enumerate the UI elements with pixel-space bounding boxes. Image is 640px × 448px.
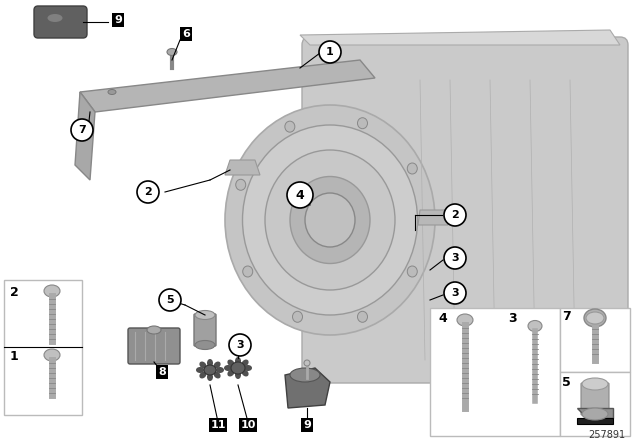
FancyBboxPatch shape bbox=[128, 328, 180, 364]
Ellipse shape bbox=[358, 118, 367, 129]
Text: 7: 7 bbox=[562, 310, 571, 323]
FancyBboxPatch shape bbox=[430, 308, 560, 436]
FancyBboxPatch shape bbox=[560, 308, 630, 372]
Text: 5: 5 bbox=[562, 376, 571, 389]
Ellipse shape bbox=[243, 266, 253, 277]
Text: 6: 6 bbox=[182, 29, 190, 39]
Text: 3: 3 bbox=[508, 312, 516, 325]
Ellipse shape bbox=[227, 359, 234, 366]
Text: 5: 5 bbox=[166, 295, 174, 305]
Polygon shape bbox=[225, 160, 260, 175]
Text: 3: 3 bbox=[236, 340, 244, 350]
Ellipse shape bbox=[224, 365, 232, 371]
Ellipse shape bbox=[47, 14, 63, 22]
Ellipse shape bbox=[584, 309, 606, 327]
Ellipse shape bbox=[216, 367, 224, 373]
Ellipse shape bbox=[292, 311, 303, 322]
FancyBboxPatch shape bbox=[302, 37, 628, 383]
Ellipse shape bbox=[200, 362, 207, 369]
FancyBboxPatch shape bbox=[34, 6, 87, 38]
Ellipse shape bbox=[108, 90, 116, 95]
Ellipse shape bbox=[407, 163, 417, 174]
FancyBboxPatch shape bbox=[581, 383, 609, 415]
Circle shape bbox=[319, 41, 341, 63]
Ellipse shape bbox=[586, 312, 604, 324]
Ellipse shape bbox=[358, 311, 367, 322]
Text: 8: 8 bbox=[158, 367, 166, 377]
Text: 257891: 257891 bbox=[588, 430, 625, 440]
Ellipse shape bbox=[195, 340, 215, 349]
Ellipse shape bbox=[214, 371, 221, 379]
Ellipse shape bbox=[528, 320, 542, 332]
Ellipse shape bbox=[304, 360, 310, 366]
Ellipse shape bbox=[582, 378, 608, 390]
Ellipse shape bbox=[227, 370, 234, 376]
Ellipse shape bbox=[207, 373, 213, 381]
Circle shape bbox=[444, 282, 466, 304]
Circle shape bbox=[71, 119, 93, 141]
Ellipse shape bbox=[241, 359, 248, 366]
Text: 4: 4 bbox=[296, 189, 305, 202]
Polygon shape bbox=[577, 418, 613, 424]
Text: 2: 2 bbox=[144, 187, 152, 197]
Ellipse shape bbox=[290, 368, 320, 382]
Text: 10: 10 bbox=[240, 420, 256, 430]
Ellipse shape bbox=[200, 371, 207, 379]
Circle shape bbox=[159, 289, 181, 311]
Ellipse shape bbox=[244, 365, 252, 371]
FancyBboxPatch shape bbox=[560, 372, 630, 436]
Ellipse shape bbox=[204, 365, 216, 375]
Polygon shape bbox=[300, 30, 620, 45]
Ellipse shape bbox=[44, 349, 60, 361]
Text: 2: 2 bbox=[10, 286, 19, 299]
Ellipse shape bbox=[147, 326, 161, 334]
Ellipse shape bbox=[582, 408, 608, 420]
Ellipse shape bbox=[235, 371, 241, 379]
Text: 3: 3 bbox=[451, 253, 459, 263]
Text: 2: 2 bbox=[451, 210, 459, 220]
Ellipse shape bbox=[241, 370, 248, 376]
Ellipse shape bbox=[457, 314, 473, 326]
Text: 7: 7 bbox=[78, 125, 86, 135]
Ellipse shape bbox=[231, 362, 245, 374]
Polygon shape bbox=[80, 60, 375, 112]
Polygon shape bbox=[75, 92, 95, 180]
Text: 9: 9 bbox=[303, 420, 311, 430]
Circle shape bbox=[444, 204, 466, 226]
Circle shape bbox=[137, 181, 159, 203]
Text: 9: 9 bbox=[114, 15, 122, 25]
Polygon shape bbox=[577, 408, 613, 418]
Polygon shape bbox=[418, 210, 448, 225]
Ellipse shape bbox=[407, 266, 417, 277]
Text: 4: 4 bbox=[438, 312, 447, 325]
Ellipse shape bbox=[243, 125, 417, 315]
Circle shape bbox=[229, 334, 251, 356]
Circle shape bbox=[287, 182, 313, 208]
Text: 11: 11 bbox=[211, 420, 226, 430]
Text: 3: 3 bbox=[451, 288, 459, 298]
Ellipse shape bbox=[225, 105, 435, 335]
Text: 1: 1 bbox=[10, 350, 19, 363]
Ellipse shape bbox=[44, 285, 60, 297]
Ellipse shape bbox=[305, 193, 355, 247]
FancyBboxPatch shape bbox=[194, 314, 216, 346]
Ellipse shape bbox=[167, 48, 177, 56]
Circle shape bbox=[444, 247, 466, 269]
Ellipse shape bbox=[235, 357, 241, 365]
Ellipse shape bbox=[214, 362, 221, 369]
Ellipse shape bbox=[236, 179, 246, 190]
Ellipse shape bbox=[195, 310, 215, 319]
Ellipse shape bbox=[285, 121, 295, 132]
Ellipse shape bbox=[207, 359, 213, 367]
Polygon shape bbox=[285, 368, 330, 408]
Text: 1: 1 bbox=[326, 47, 334, 57]
Ellipse shape bbox=[290, 177, 370, 263]
FancyBboxPatch shape bbox=[4, 280, 82, 415]
Ellipse shape bbox=[265, 150, 395, 290]
Ellipse shape bbox=[196, 367, 204, 373]
Polygon shape bbox=[80, 92, 95, 112]
